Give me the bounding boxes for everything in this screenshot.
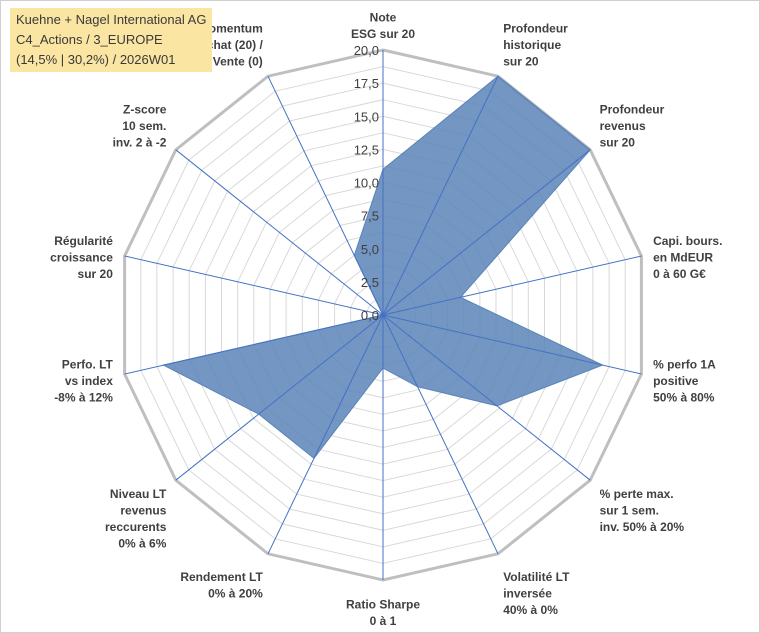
category-label: Régularité croissance sur 20 <box>50 234 113 281</box>
category-label: Capi. bours. en MdEUR 0 à 60 G€ <box>653 234 722 281</box>
category-label: Rendement LT 0% à 20% <box>180 570 263 601</box>
tick-label: 7,5 <box>361 209 379 224</box>
axis-spoke <box>382 255 642 316</box>
category-label: % perfo 1A positive 50% à 80% <box>653 357 716 404</box>
chart-title-category: C4_Actions / 3_EUROPE <box>16 32 163 47</box>
category-label: Profondeur revenus sur 20 <box>600 102 665 149</box>
category-label: Z-score 10 sem. inv. 2 à -2 <box>113 102 167 149</box>
category-label: Profondeur historique sur 20 <box>503 21 568 68</box>
axis-spoke <box>175 149 384 316</box>
axis-spoke <box>267 314 384 555</box>
chart-title-box: Kuehne + Nagel International AG C4_Actio… <box>10 8 212 72</box>
category-label: Volatilité LT inversée 40% à 0% <box>503 570 570 617</box>
tick-label: 12,5 <box>354 142 379 157</box>
tick-label: 0,0 <box>361 308 379 323</box>
category-label: Ratio Sharpe 0 à 1 <box>346 598 420 629</box>
series-layer <box>124 50 642 580</box>
axis-spoke <box>382 314 499 555</box>
axis-spoke <box>124 255 384 316</box>
tick-label: 2,5 <box>361 275 379 290</box>
category-label: % perte max. sur 1 sem. inv. 50% à 20% <box>600 487 685 534</box>
axis-spoke <box>175 314 384 481</box>
category-label: Momentum Achat (20) / Vente (0) <box>198 21 263 68</box>
category-label: Niveau LT revenus reccurents 0% à 6% <box>105 487 167 551</box>
tick-layer: 0,0 2,5 5,0 7,5 10,0 12,5 15,0 17,5 20,0 <box>354 43 379 323</box>
axis-spoke <box>382 149 591 316</box>
tick-label: 5,0 <box>361 242 379 257</box>
axis-spoke <box>382 314 642 375</box>
category-label: Note ESG sur 20 <box>351 11 415 42</box>
axis-spoke <box>267 75 384 316</box>
chart-title-period: (14,5% | 30,2%) / 2026W01 <box>16 52 176 67</box>
tick-label: 10,0 <box>354 176 379 191</box>
category-label: Perfo. LT vs index -8% à 12% <box>54 357 113 404</box>
category-label-layer: Note ESG sur 20 Profondeur historique sur 20… <box>50 11 722 629</box>
axis-spoke <box>382 75 499 316</box>
tick-label: 15,0 <box>354 109 379 124</box>
axis-spoke <box>382 314 591 481</box>
axis-spoke <box>124 314 384 375</box>
chart-title-company: Kuehne + Nagel International AG <box>16 12 207 27</box>
tick-label: 17,5 <box>354 76 379 91</box>
tick-label: 20,0 <box>354 43 379 58</box>
